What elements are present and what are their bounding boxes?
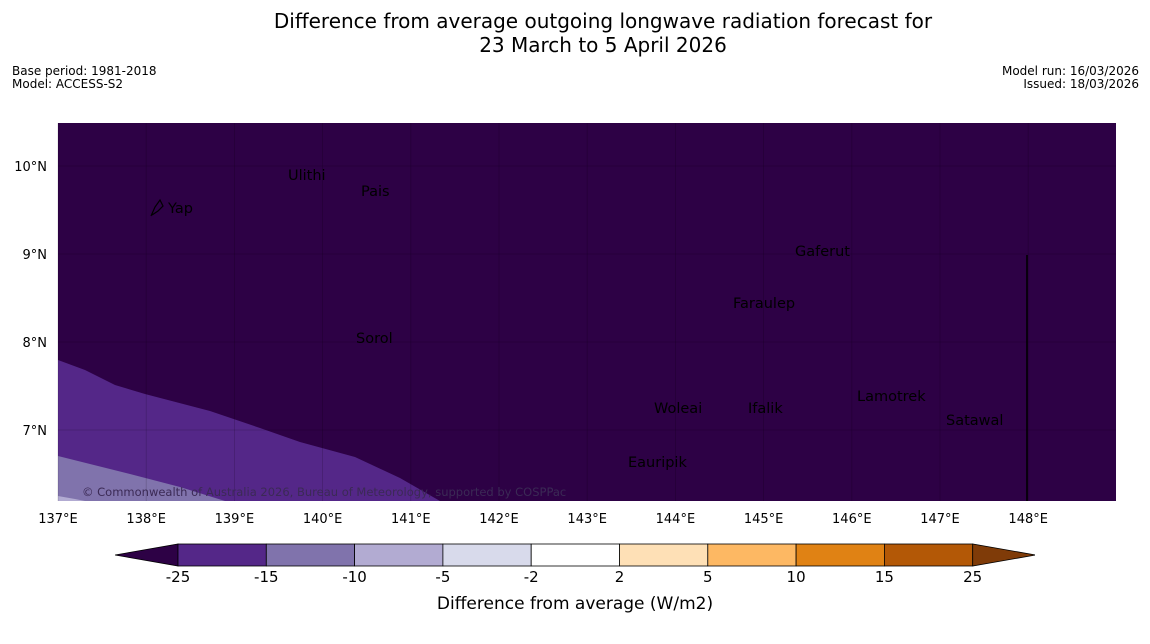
gridlines — [57, 123, 1116, 501]
place-label-eauripik: Eauripik — [628, 455, 687, 471]
copyright-notice: © Commonwealth of Australia 2026, Bureau… — [82, 485, 566, 499]
lon-ticks: 137°E 138°E 139°E 140°E 141°E 142°E 143°E 144°E… — [38, 512, 1048, 527]
colorbar-tick-label: 2 — [614, 568, 625, 586]
colorbar-segment — [442, 543, 532, 567]
meta-right: Model run: 16/03/2026 Issued: 18/03/2026 — [1002, 65, 1139, 91]
lat-tick-label: 10°N — [14, 160, 47, 175]
colorbar-title: Difference from average (W/m2) — [436, 594, 714, 614]
place-label-gaferut: Gaferut — [795, 244, 850, 260]
colorbar-tick-label: 10 — [786, 568, 806, 586]
lon-tick-label: 140°E — [303, 512, 343, 527]
colorbar-tick-label: -10 — [342, 568, 367, 586]
lon-tick-label: 144°E — [656, 512, 696, 527]
anomaly-band-minus5 — [58, 496, 85, 501]
place-label-lamotrek: Lamotrek — [857, 389, 926, 405]
place-label-ulithi: Ulithi — [288, 168, 326, 184]
island-yap — [150, 198, 164, 217]
colorbar-tick-label: 15 — [874, 568, 894, 586]
place-label-ifalik: Ifalik — [748, 401, 783, 417]
colorbar-segment — [795, 543, 885, 567]
lon-tick-label: 147°E — [920, 512, 960, 527]
anomaly-band-minus15 — [58, 360, 440, 501]
lon-tick-label: 142°E — [479, 512, 519, 527]
colorbar-tick-label: 25 — [963, 568, 983, 586]
lat-ticks: 10°N 9°N 8°N 7°N — [14, 160, 47, 439]
model-name: Model: ACCESS-S2 — [12, 77, 124, 91]
colorbar-segment — [354, 543, 444, 567]
colorbar — [115, 543, 1035, 567]
lon-tick-label: 146°E — [832, 512, 872, 527]
lat-tick-label: 8°N — [23, 336, 48, 351]
colorbar-tick-label: -2 — [523, 568, 539, 586]
colorbar-segment — [884, 543, 974, 567]
base-period: Base period: 1981-2018 — [12, 64, 157, 78]
place-labels: Ulithi Pais Yap Gaferut Faraulep Sorol Woleai I… — [167, 168, 1003, 471]
colorbar-extend-high — [972, 543, 1035, 567]
place-label-pais: Pais — [361, 184, 390, 200]
colorbar-segment — [265, 543, 356, 567]
issued-date: Issued: 18/03/2026 — [1023, 77, 1139, 91]
colorbar-extend-low — [115, 543, 179, 567]
colorbar-tick-label: -15 — [254, 568, 279, 586]
map-panel: 137°E 138°E 139°E 140°E 141°E 142°E 143°E 144°E… — [14, 123, 1116, 527]
lon-tick-label: 148°E — [1008, 512, 1048, 527]
title-line-2: 23 March to 5 April 2026 — [479, 33, 727, 57]
lat-tick-label: 7°N — [23, 424, 48, 439]
place-label-faraulep: Faraulep — [733, 296, 795, 312]
colorbar-tick-label: 5 — [703, 568, 713, 586]
chart-title: Difference from average outgoing longwav… — [0, 9, 1150, 57]
colorbar-segment — [619, 543, 709, 567]
colorbar-segment — [707, 543, 797, 567]
place-label-woleai: Woleai — [654, 401, 702, 417]
place-label-sorol: Sorol — [356, 331, 393, 347]
place-label-yap: Yap — [167, 201, 193, 217]
model-run: Model run: 16/03/2026 — [1001, 64, 1139, 78]
colorbar-tick-label: -25 — [165, 568, 191, 586]
lon-tick-label: 137°E — [38, 512, 78, 527]
colorbar-segment — [177, 543, 267, 567]
lon-tick-label: 138°E — [126, 512, 166, 527]
colorbar-segment — [530, 543, 620, 567]
title-line-1: Difference from average outgoing longwav… — [273, 9, 933, 33]
lat-tick-label: 9°N — [23, 248, 48, 263]
place-label-satawal: Satawal — [946, 413, 1003, 429]
lon-tick-label: 143°E — [567, 512, 607, 527]
lon-tick-label: 145°E — [744, 512, 784, 527]
lon-tick-label: 139°E — [215, 512, 255, 527]
colorbar-tick-label: -5 — [435, 568, 451, 586]
lon-tick-label: 141°E — [391, 512, 431, 527]
meta-left: Base period: 1981-2018 Model: ACCESS-S2 — [12, 65, 157, 91]
colorbar-tick-labels: -25 -15 -10 -5 -2 2 5 10 15 25 — [0, 568, 1150, 588]
anomaly-band-minus10 — [58, 456, 225, 501]
